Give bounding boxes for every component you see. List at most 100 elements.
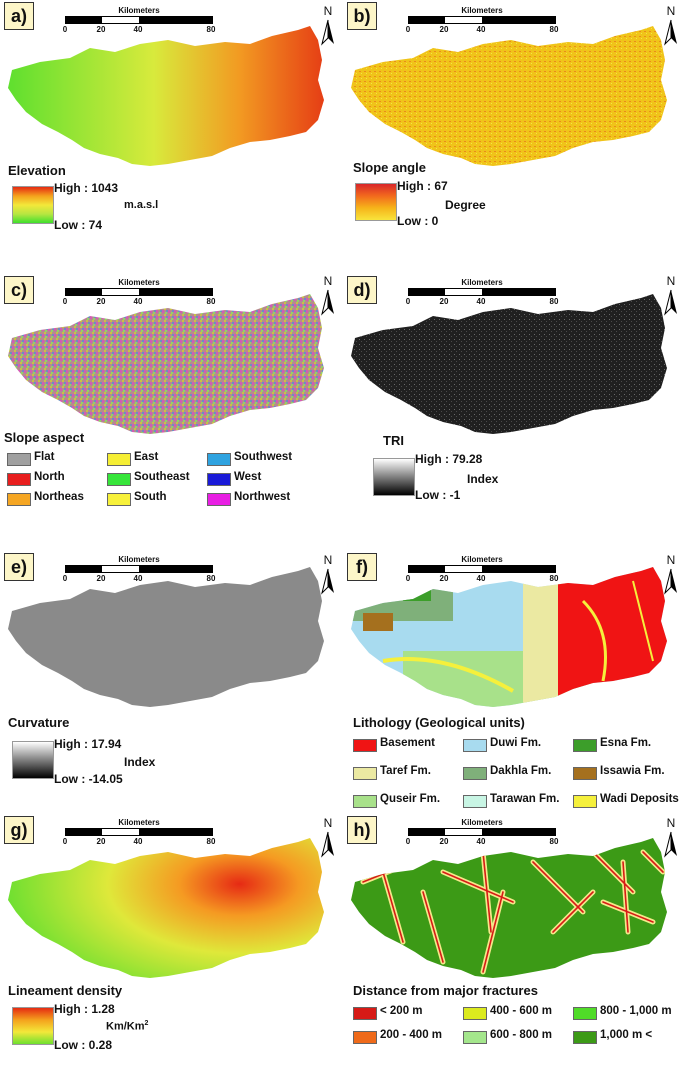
panel-label: c) <box>4 276 34 304</box>
legend-swatch <box>353 795 377 808</box>
panel-tri: d) Kilometers 0 20 40 80 N TRI High : 79… <box>343 268 685 535</box>
scale-tick: 80 <box>549 25 559 34</box>
legend-swatch <box>7 493 31 506</box>
legend-color-ramp <box>12 186 54 224</box>
scale-tick: 20 <box>96 297 106 306</box>
panel-lineament-density: g) Kilometers 0 20 40 80 N Lineament den… <box>0 804 342 1071</box>
legend-label: Quseir Fm. <box>380 793 441 805</box>
legend-swatch <box>573 767 597 780</box>
panel-label: a) <box>4 2 34 30</box>
legend-swatch <box>107 453 131 466</box>
north-arrow-icon: N <box>660 4 682 48</box>
legend-unit: m.a.s.l <box>124 199 159 211</box>
scale-tick: 80 <box>206 25 216 34</box>
legend-label: 600 - 800 m <box>490 1029 553 1041</box>
legend-swatch <box>353 1007 377 1020</box>
legend-label: Duwi Fm. <box>490 737 542 749</box>
legend-color-ramp <box>355 183 397 221</box>
legend-title: Elevation <box>8 163 66 178</box>
legend-unit: Km/Km2 <box>106 1020 149 1033</box>
scale-tick: 40 <box>476 837 486 846</box>
legend-title: Slope angle <box>353 160 426 175</box>
legend-title: Curvature <box>8 715 70 730</box>
legend-label: West <box>234 471 262 483</box>
legend-low: Low : 0.28 <box>54 1038 113 1052</box>
legend-high: High : 67 <box>397 179 448 193</box>
panel-label: b) <box>347 2 377 30</box>
north-arrow-icon: N <box>317 4 339 48</box>
scale-tick: 80 <box>206 837 216 846</box>
legend-title: Slope aspect <box>4 430 85 445</box>
panel-lithology: f) Kilometers 0 20 40 80 N Lithology (Ge… <box>343 541 685 808</box>
panel-label: e) <box>4 553 34 581</box>
legend-swatch <box>573 1031 597 1044</box>
scale-tick: 20 <box>439 297 449 306</box>
legend-color-ramp <box>12 741 54 779</box>
scale-tick: 80 <box>549 297 559 306</box>
north-arrow-icon: N <box>660 274 682 318</box>
scale-tick: 0 <box>405 297 411 306</box>
scale-tick: 40 <box>476 574 486 583</box>
legend-title: Lithology (Geological units) <box>353 715 525 730</box>
scale-tick: 40 <box>476 25 486 34</box>
scale-tick: 0 <box>405 837 411 846</box>
panel-label: g) <box>4 816 34 844</box>
panel-label: f) <box>347 553 377 581</box>
panel-slope-angle: b) Kilometers 0 20 40 80 N Slope angle H… <box>343 0 685 267</box>
tri-map <box>351 294 667 434</box>
legend-swatch <box>353 767 377 780</box>
legend-label: South <box>134 491 167 503</box>
legend-label: 200 - 400 m <box>380 1029 443 1041</box>
north-arrow-icon: N <box>317 816 339 860</box>
legend-swatch <box>353 1031 377 1044</box>
legend-label: North <box>34 471 65 483</box>
scale-tick: 40 <box>133 25 143 34</box>
lineament-density-map <box>8 838 324 978</box>
legend-title: Lineament density <box>8 983 123 998</box>
legend-high: High : 1.28 <box>54 1002 115 1016</box>
panel-fracture-distance: h) Kilometers 0 20 40 80 N <box>343 804 685 1071</box>
slope-angle-map <box>351 26 667 166</box>
legend-swatch <box>107 493 131 506</box>
legend-swatch <box>573 795 597 808</box>
legend-label: < 200 m <box>380 1005 423 1017</box>
legend-label: Dakhla Fm. <box>490 765 552 777</box>
legend-swatch <box>463 1007 487 1020</box>
legend-swatch <box>207 493 231 506</box>
scale-tick: 20 <box>96 25 106 34</box>
scale-tick: 40 <box>133 837 143 846</box>
legend-high: High : 1043 <box>54 181 119 195</box>
legend-label: Issawia Fm. <box>600 765 665 777</box>
scale-tick: 0 <box>62 25 68 34</box>
legend-swatch <box>463 795 487 808</box>
lithology-map <box>351 567 667 707</box>
legend-swatch <box>463 767 487 780</box>
scale-tick: 80 <box>549 574 559 583</box>
scale-title: Kilometers <box>461 6 503 15</box>
legend-color-ramp <box>12 1007 54 1045</box>
scale-tick: 40 <box>133 574 143 583</box>
fracture-distance-map <box>351 838 667 978</box>
legend-swatch <box>463 739 487 752</box>
panel-label: h) <box>347 816 377 844</box>
legend-label: 1,000 m < <box>600 1029 653 1041</box>
legend-unit: Degree <box>445 198 486 212</box>
north-arrow-icon: N <box>660 553 682 597</box>
legend-color-ramp <box>373 458 415 496</box>
panel-elevation: a) Kilometers 0 20 40 80 N Elevation Hig… <box>0 0 342 267</box>
legend-label: Wadi Deposits <box>600 793 679 805</box>
scale-tick: 80 <box>549 837 559 846</box>
panel-slope-aspect: c) Kilometers 0 20 40 80 N Slope aspect … <box>0 268 342 535</box>
legend-swatch <box>353 739 377 752</box>
scale-tick: 0 <box>62 574 68 583</box>
scale-tick: 0 <box>62 297 68 306</box>
elevation-map <box>8 26 324 166</box>
legend-swatch <box>573 1007 597 1020</box>
legend-label: Taref Fm. <box>380 765 431 777</box>
scale-title: Kilometers <box>118 6 160 15</box>
scale-tick: 80 <box>206 297 216 306</box>
panel-curvature: e) Kilometers 0 20 40 80 N Curvature Hig… <box>0 541 342 808</box>
scale-title: Kilometers <box>118 555 160 564</box>
scale-tick: 40 <box>133 297 143 306</box>
scale-tick: 0 <box>62 837 68 846</box>
